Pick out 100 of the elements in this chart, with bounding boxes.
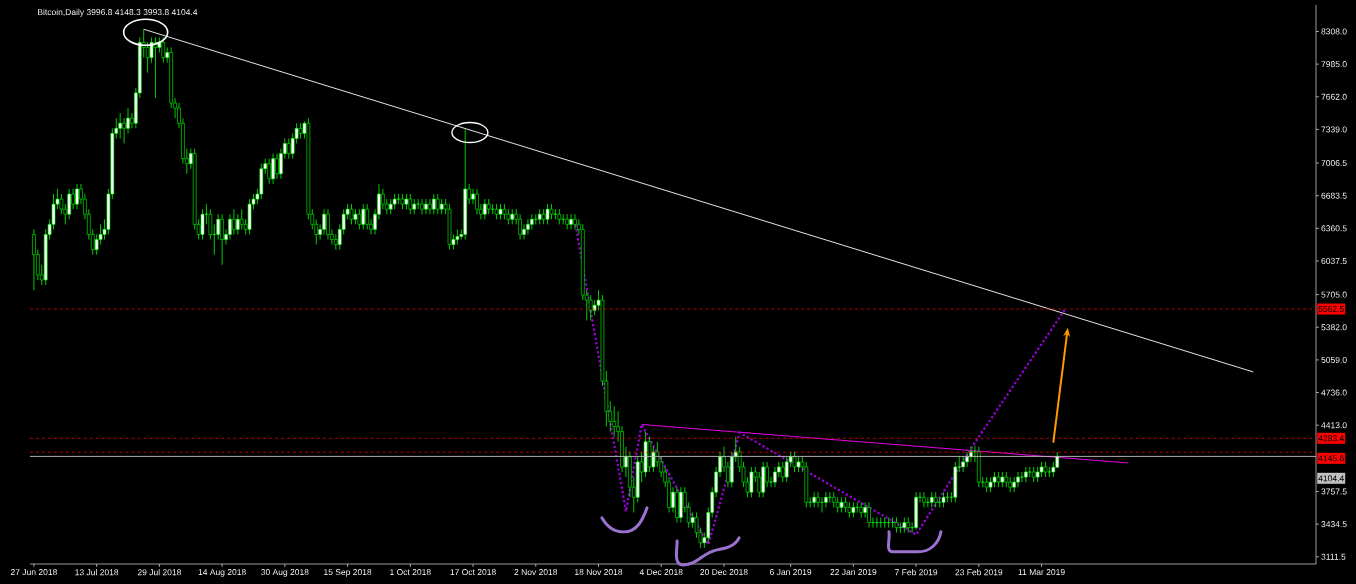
candlestick	[569, 213, 573, 230]
candlestick	[565, 213, 569, 230]
x-tick-label: 11 Mar 2019	[1018, 569, 1065, 576]
candlestick	[475, 188, 479, 215]
y-tick-label: 3757.5	[1321, 488, 1347, 495]
y-tick-label: 5059.0	[1321, 356, 1347, 363]
candlestick	[275, 153, 279, 180]
x-tick-label: 23 Feb 2019	[955, 569, 1003, 576]
candlestick	[561, 213, 566, 225]
candlestick	[232, 208, 236, 235]
candlestick	[32, 229, 36, 291]
candlestick	[926, 496, 930, 508]
y-tick-label: 4736.0	[1321, 389, 1347, 396]
x-tick-label: 22 Jan 2019	[830, 569, 877, 576]
candlestick	[530, 213, 534, 230]
candlestick	[965, 451, 969, 468]
y-tick-label: 7339.0	[1321, 126, 1347, 133]
candlestick	[945, 491, 950, 503]
candlestick	[518, 213, 522, 240]
x-tick-label: 4 Dec 2018	[639, 569, 683, 576]
candlestick	[961, 456, 965, 473]
candlestick	[208, 208, 213, 240]
y-tick-label: 3111.5	[1321, 553, 1346, 560]
y-tick-label: 6360.5	[1321, 225, 1347, 232]
candlestick	[1028, 466, 1032, 478]
x-tick-label: 7 Feb 2019	[895, 569, 938, 576]
y-tick-label: 6037.5	[1321, 257, 1347, 264]
x-tick-label: 17 Oct 2018	[450, 569, 496, 576]
candlestick	[867, 501, 871, 529]
y-tick-label: 6683.5	[1321, 192, 1347, 199]
candlestick	[820, 496, 824, 513]
candlestick	[420, 198, 424, 215]
x-tick-label: 2 Nov 2018	[514, 569, 558, 576]
candlestick	[816, 491, 820, 508]
candlestick	[773, 466, 777, 488]
candlestick	[432, 193, 436, 215]
x-tick-label: 18 Nov 2018	[575, 569, 623, 576]
ref-line-label: 4145.6	[1318, 455, 1344, 462]
candlestick	[533, 213, 538, 225]
ref-line-label: 4104.4	[1318, 475, 1344, 482]
candlestick	[1047, 466, 1052, 478]
candlestick	[612, 405, 616, 438]
candlestick	[396, 193, 401, 205]
y-tick-label: 7662.0	[1321, 93, 1347, 100]
candlestick	[875, 517, 879, 529]
candlestick	[416, 198, 420, 210]
candlestick	[200, 208, 205, 240]
candlestick	[424, 198, 428, 215]
candlestick	[286, 138, 291, 160]
x-tick-label: 20 Dec 2018	[700, 569, 748, 576]
candlestick	[239, 208, 244, 230]
candlestick	[898, 522, 903, 534]
candlestick	[573, 213, 577, 230]
candlestick	[483, 198, 487, 220]
candlestick	[522, 223, 526, 240]
candlestick	[824, 491, 828, 508]
candlestick	[890, 517, 895, 529]
candlestick	[922, 491, 926, 508]
candlestick	[428, 198, 432, 215]
y-tick-label: 3434.5	[1321, 521, 1347, 528]
candlestick	[236, 213, 240, 235]
chart-title: Bitcoin,Daily 3996.8 4148.3 3993.8 4104.4	[38, 8, 198, 17]
y-tick-label: 8308.0	[1321, 28, 1347, 35]
x-tick-label: 1 Oct 2018	[390, 569, 431, 576]
x-tick-label: 15 Sep 2018	[324, 569, 372, 577]
candlestick	[1012, 476, 1016, 493]
x-tick-label: 6 Jan 2019	[770, 569, 812, 576]
candlestick	[75, 183, 79, 210]
candlestick	[361, 203, 366, 230]
x-tick-label: 30 Aug 2018	[261, 569, 309, 577]
candlestick	[1024, 466, 1028, 483]
candlestick	[812, 491, 816, 508]
candlestick	[553, 208, 558, 220]
candlestick	[267, 158, 271, 185]
candlestick	[122, 117, 126, 144]
ref-line-label: 4283.4	[1318, 435, 1344, 442]
candlestick	[118, 112, 122, 139]
y-tick-label: 7006.5	[1321, 160, 1347, 167]
x-tick-label: 14 Aug 2018	[198, 569, 246, 577]
candlestick	[780, 461, 785, 483]
ref-line-label: 5562.5	[1318, 306, 1344, 313]
y-tick-label: 4413.0	[1321, 422, 1347, 429]
candlestick	[1016, 471, 1020, 488]
candlestick	[828, 491, 832, 503]
candlestick	[365, 203, 369, 230]
x-tick-label: 29 Jul 2018	[137, 569, 181, 576]
x-tick-label: 27 Jun 2018	[10, 569, 57, 576]
candlestick	[220, 213, 224, 266]
candlestick	[67, 188, 71, 220]
candlestick	[882, 517, 887, 529]
x-tick-label: 13 Jul 2018	[75, 569, 119, 576]
y-tick-label: 7985.0	[1321, 61, 1347, 68]
candlestick	[879, 517, 883, 529]
candlestick	[784, 456, 789, 483]
candlestick	[435, 193, 440, 215]
candlestick	[271, 153, 275, 185]
candlestick	[855, 501, 860, 513]
y-tick-label: 5705.0	[1321, 291, 1347, 298]
y-tick-label: 5382.0	[1321, 324, 1347, 331]
candlestick	[1020, 471, 1024, 483]
